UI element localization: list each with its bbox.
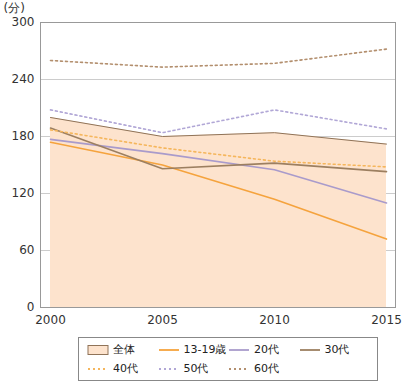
svg-text:300: 300 [12, 15, 35, 29]
html-text:40代: 40代 [113, 362, 138, 375]
html-text:全体: 全体 [113, 343, 135, 356]
svg-text:(分): (分) [4, 1, 25, 15]
svg-text:2015: 2015 [371, 313, 402, 327]
svg-text:0: 0 [27, 300, 35, 314]
html-text:30代: 30代 [324, 343, 350, 356]
svg-text:60: 60 [19, 243, 34, 257]
html-text:60代: 60代 [254, 362, 279, 375]
svg-text:240: 240 [12, 72, 35, 86]
html-text:50代: 50代 [183, 362, 209, 375]
svg-text:180: 180 [12, 129, 35, 143]
html-text:13-19歳: 13-19歳 [183, 343, 227, 356]
svg-text:120: 120 [12, 186, 35, 200]
svg-text:2005: 2005 [147, 313, 178, 327]
svg-text:2010: 2010 [259, 313, 290, 327]
html-text:20代: 20代 [254, 343, 279, 356]
svg-text:2000: 2000 [35, 313, 66, 327]
